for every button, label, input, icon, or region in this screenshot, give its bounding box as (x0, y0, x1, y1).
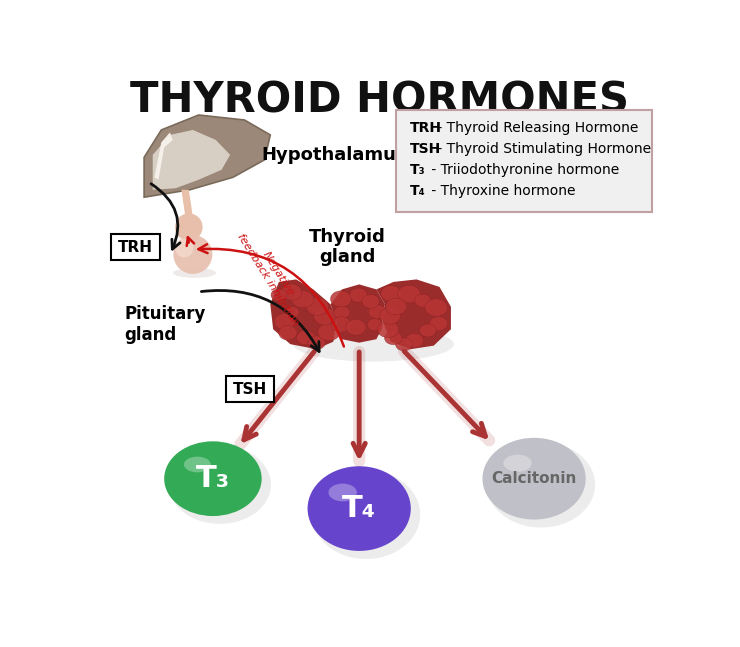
Ellipse shape (314, 307, 336, 325)
Text: TSH: TSH (410, 142, 441, 157)
Ellipse shape (425, 299, 448, 316)
Ellipse shape (175, 214, 203, 241)
Polygon shape (152, 130, 230, 190)
Ellipse shape (281, 284, 302, 300)
Ellipse shape (482, 438, 586, 520)
Text: Calcitonin: Calcitonin (491, 471, 576, 486)
Text: Pituitary
gland: Pituitary gland (124, 305, 206, 344)
Text: - Thyroxine hormone: - Thyroxine hormone (427, 184, 576, 198)
Ellipse shape (308, 466, 411, 551)
Ellipse shape (329, 483, 357, 501)
Ellipse shape (275, 314, 295, 329)
Polygon shape (270, 280, 336, 349)
Text: Thyroid
gland: Thyroid gland (309, 228, 386, 267)
Ellipse shape (380, 285, 401, 302)
Ellipse shape (279, 325, 297, 340)
Ellipse shape (406, 333, 423, 347)
Text: T₃: T₃ (410, 163, 425, 177)
Ellipse shape (308, 336, 325, 349)
Ellipse shape (292, 291, 314, 308)
Text: TRH: TRH (118, 239, 153, 254)
Text: - Triiodothyronine hormone: - Triiodothyronine hormone (427, 163, 619, 177)
FancyBboxPatch shape (226, 376, 275, 402)
Ellipse shape (332, 317, 351, 332)
Ellipse shape (396, 338, 412, 351)
Polygon shape (181, 190, 193, 217)
Ellipse shape (380, 308, 400, 324)
Ellipse shape (297, 331, 315, 345)
Text: Negative
feedback inhibition: Negative feedback inhibition (236, 226, 311, 328)
Text: TRH: TRH (410, 122, 442, 135)
Polygon shape (331, 285, 385, 343)
FancyBboxPatch shape (112, 234, 160, 260)
Ellipse shape (386, 298, 407, 315)
Ellipse shape (184, 457, 211, 472)
Text: Hypothalamus: Hypothalamus (262, 146, 407, 164)
Ellipse shape (414, 294, 431, 307)
FancyBboxPatch shape (397, 110, 652, 212)
Ellipse shape (293, 327, 454, 362)
Ellipse shape (429, 316, 448, 331)
Ellipse shape (503, 455, 532, 472)
Text: THYROID HORMONES: THYROID HORMONES (130, 79, 629, 121)
Ellipse shape (306, 298, 329, 315)
Ellipse shape (369, 305, 386, 318)
Ellipse shape (312, 470, 420, 559)
Polygon shape (155, 133, 173, 180)
Text: TSH: TSH (233, 382, 267, 397)
Polygon shape (144, 115, 270, 197)
Ellipse shape (487, 442, 595, 527)
Ellipse shape (334, 306, 350, 319)
Text: T₄: T₄ (410, 184, 425, 198)
Ellipse shape (420, 324, 436, 337)
Ellipse shape (346, 319, 366, 335)
Ellipse shape (385, 331, 402, 345)
Ellipse shape (169, 445, 271, 524)
Ellipse shape (331, 291, 352, 307)
Ellipse shape (349, 288, 368, 302)
Ellipse shape (271, 289, 286, 301)
Ellipse shape (367, 318, 383, 331)
Text: - Thyroid Releasing Hormone: - Thyroid Releasing Hormone (433, 122, 638, 135)
Ellipse shape (173, 268, 216, 278)
Text: T₃: T₃ (196, 464, 230, 493)
Ellipse shape (173, 235, 212, 274)
Ellipse shape (317, 324, 340, 340)
Polygon shape (377, 280, 451, 349)
Ellipse shape (164, 441, 262, 516)
Text: - Thyroid Stimulating Hormone: - Thyroid Stimulating Hormone (433, 142, 650, 157)
Ellipse shape (362, 294, 380, 308)
Ellipse shape (377, 321, 399, 338)
Ellipse shape (175, 239, 193, 258)
Ellipse shape (285, 307, 299, 318)
Ellipse shape (397, 285, 420, 303)
Text: T₄: T₄ (342, 494, 376, 523)
